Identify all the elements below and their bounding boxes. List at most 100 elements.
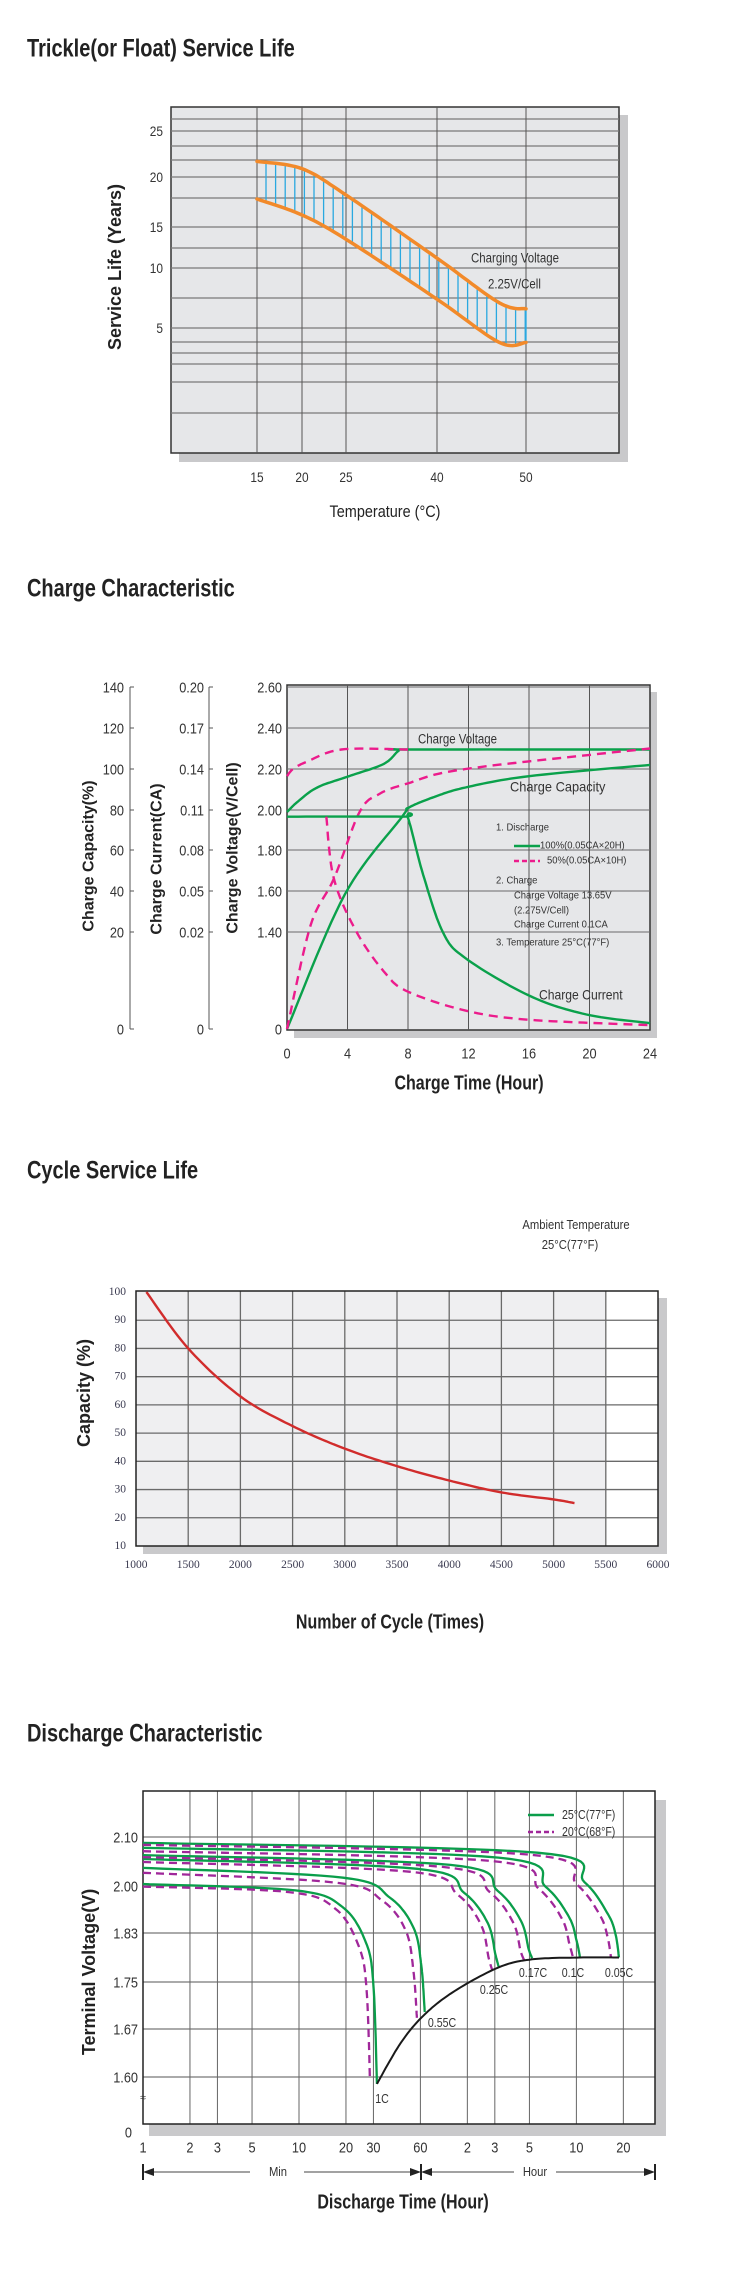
y-tick-label: 120 xyxy=(103,719,124,736)
x-tick-label: 3 xyxy=(491,2138,498,2155)
discharge-curve-20c-1 xyxy=(142,1871,419,2018)
discharge-curve-25c-5 xyxy=(142,1841,621,1958)
solid-curve-axis-1 xyxy=(287,812,651,1025)
legend-note: (2.275V/Cell) xyxy=(514,905,569,917)
y-axis-title: Service Life (Years) xyxy=(105,184,125,350)
end-voltage-curve xyxy=(376,1956,619,2085)
y-tick-label: 25 xyxy=(150,123,163,139)
y-tick-label: 20 xyxy=(115,1512,127,1524)
x-tick-label: 10 xyxy=(292,2138,306,2155)
discharge-curve-25c-1 xyxy=(142,1866,426,2013)
y-tick-label: 2.60 xyxy=(257,678,282,695)
y-axis-title: Capacity (%) xyxy=(74,1339,94,1447)
plot-area xyxy=(170,106,620,454)
annotation-charging-voltage: Charging Voltage xyxy=(471,250,559,265)
legend-note: Charge Current 0.1CA xyxy=(514,919,608,931)
legend-note: 1. Discharge xyxy=(496,822,549,834)
rate-label: 0.05C xyxy=(605,1966,633,1980)
rate-label: 0.25C xyxy=(480,1983,508,1997)
range-label-min: Min xyxy=(269,2165,287,2180)
x-axis-title: Charge Time (Hour) xyxy=(394,1072,543,1094)
y-tick-label: 50 xyxy=(115,1427,127,1439)
discharge-curve-20c-3 xyxy=(142,1855,526,1961)
y-tick-label: 80 xyxy=(110,801,124,818)
y-tick-label: 100 xyxy=(103,760,124,777)
y-tick-label: 1.60 xyxy=(257,882,282,899)
x-tick-label: 20 xyxy=(616,2138,630,2155)
y-tick-label: 1.67 xyxy=(113,2020,138,2037)
x-tick-label: 5000 xyxy=(542,1559,565,1571)
x-tick-label: 1 xyxy=(139,2138,146,2155)
y-tick-label: 0.05 xyxy=(179,882,204,899)
legend-item: 25°C(77°F) xyxy=(562,1808,615,1822)
legend-item: 100%(0.05CA×20H) xyxy=(540,840,625,852)
discharge-curve-25c-3 xyxy=(142,1853,534,1959)
dashed-curve-axis-2 xyxy=(286,747,408,777)
discharge-curve-25c-0 xyxy=(142,1882,379,2084)
x-tick-label: 5 xyxy=(526,2138,533,2155)
label-charge-voltage: Charge Voltage xyxy=(418,731,497,746)
solid-curve-axis-0 xyxy=(285,763,651,1030)
y-tick-label: 10 xyxy=(150,260,163,276)
y-tick-label: 0.17 xyxy=(179,719,204,736)
x-tick-label: 20 xyxy=(295,469,308,485)
y-tick-label: 20 xyxy=(110,923,124,940)
plot-shaded-region xyxy=(136,1291,606,1546)
annotation-voltage-per-cell: 2.25V/Cell xyxy=(488,276,541,291)
legend-note: Charge Voltage 13.65V xyxy=(514,890,612,902)
upper-life-curve xyxy=(255,159,528,311)
x-tick-label: 60 xyxy=(413,2138,427,2155)
x-tick-label: 20 xyxy=(582,1044,596,1061)
y-tick-label: 0.11 xyxy=(180,801,204,818)
plot-frame xyxy=(135,1290,659,1547)
x-tick-label: 6000 xyxy=(647,1559,670,1571)
y-tick-label: 2.40 xyxy=(257,719,282,736)
arrow-left-icon xyxy=(421,2168,432,2176)
chart-charge-characteristic: Charge Characteristic1401201008060402000… xyxy=(27,574,657,1094)
y-tick-label: 0.20 xyxy=(179,678,204,695)
y-tick-label: 1.83 xyxy=(113,1924,138,1941)
chart-title: Cycle Service Life xyxy=(27,1156,198,1184)
x-tick-label: 4500 xyxy=(490,1559,513,1571)
y-tick-label: 140 xyxy=(103,678,124,695)
x-tick-label: 40 xyxy=(430,469,443,485)
y-tick-label: 1.60 xyxy=(113,2068,138,2085)
x-tick-label: 4000 xyxy=(438,1559,461,1571)
y-tick-label: 10 xyxy=(115,1540,127,1552)
x-axis-title: Number of Cycle (Times) xyxy=(296,1611,484,1633)
y-tick-label: 60 xyxy=(110,841,124,858)
discharge-curve-20c-5 xyxy=(142,1843,613,1958)
capacity-curve xyxy=(145,1291,575,1505)
legend: 25°C(77°F) 20°C(68°F) xyxy=(528,1808,615,1839)
y-tick-label: 40 xyxy=(115,1455,127,1467)
x-tick-label: 12 xyxy=(461,1044,475,1061)
y-tick-label: 2.00 xyxy=(257,801,282,818)
x-axis-title: Discharge Time (Hour) xyxy=(317,2191,488,2213)
legend-note: 2. Charge xyxy=(496,875,538,887)
y-tick-label: 2.20 xyxy=(257,760,282,777)
arrow-right-icon xyxy=(644,2168,655,2176)
y-tick-label: 30 xyxy=(115,1484,127,1496)
chart-trickle-service-life: Trickle(or Float) Service Life 25 20 15 10 5 1… xyxy=(27,34,628,521)
y-tick-label: 0.08 xyxy=(179,841,204,858)
y-tick-label: 100 xyxy=(109,1286,127,1298)
y-tick-label: 15 xyxy=(150,219,163,235)
y-tick-label: 70 xyxy=(115,1371,127,1383)
x-tick-label: 4 xyxy=(344,1044,351,1061)
x-tick-label: 3000 xyxy=(333,1559,356,1571)
x-tick-label: 1000 xyxy=(125,1559,148,1571)
chart-title: Discharge Characteristic xyxy=(27,1719,263,1747)
x-tick-label: 2500 xyxy=(281,1559,304,1571)
x-tick-label: 5 xyxy=(248,2138,255,2155)
chart-discharge-characteristic: Discharge Characteristic 2.10 2.00 1.83 1.75… xyxy=(27,1719,666,2213)
x-tick-label: 3 xyxy=(214,2138,221,2155)
y-tick-label: 0 xyxy=(275,1020,282,1037)
dashed-curve-axis-1 xyxy=(325,816,651,1027)
x-tick-label: 1500 xyxy=(177,1559,200,1571)
y-tick-label: 40 xyxy=(110,882,124,899)
discharge-curve-20c-2 xyxy=(142,1860,494,1971)
annotation-ambient-temperature: Ambient Temperature xyxy=(522,1218,630,1233)
y-tick-label: 5 xyxy=(156,320,163,336)
legend: 1. Discharge 100%(0.05CA×20H) 50%(0.05CA×1… xyxy=(496,822,626,949)
arrow-right-icon xyxy=(410,2168,421,2176)
